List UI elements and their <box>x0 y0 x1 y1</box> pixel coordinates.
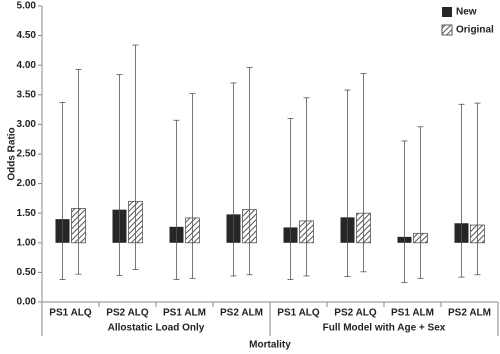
y-tick-label: 0.50 <box>17 267 37 278</box>
y-tick-label: 5.00 <box>17 1 37 12</box>
y-tick-label: 3.50 <box>17 89 37 100</box>
legend-label: Original <box>456 25 494 36</box>
group-label: Allostatic Load Only <box>108 323 205 334</box>
x-tick-label: PS2 ALM <box>448 308 491 319</box>
y-tick-label: 1.00 <box>17 237 37 248</box>
y-tick-label: 2.00 <box>17 178 37 189</box>
legend-swatch <box>441 24 453 36</box>
y-axis-title: Odds Ratio <box>7 127 18 180</box>
legend-swatch <box>442 7 452 17</box>
legend-label: New <box>456 7 477 18</box>
group-label: Full Model with Age + Sex <box>323 323 446 334</box>
x-tick-label: PS2 ALQ <box>334 308 377 319</box>
y-tick-label: 4.50 <box>17 30 37 41</box>
x-axis-title: Mortality <box>249 340 291 351</box>
x-tick-label: PS1 ALQ <box>49 308 92 319</box>
y-tick-label: 0.00 <box>17 297 37 308</box>
x-tick-label: PS1 ALQ <box>277 308 320 319</box>
x-tick-label: PS1 ALM <box>163 308 206 319</box>
x-tick-label: PS1 ALM <box>391 308 434 319</box>
x-tick-label: PS2 ALQ <box>106 308 149 319</box>
y-tick-label: 3.00 <box>17 119 37 130</box>
y-tick-label: 1.50 <box>17 208 37 219</box>
y-tick-label: 4.00 <box>17 60 37 71</box>
x-tick-label: PS2 ALM <box>220 308 263 319</box>
y-tick-label: 2.50 <box>17 149 37 160</box>
